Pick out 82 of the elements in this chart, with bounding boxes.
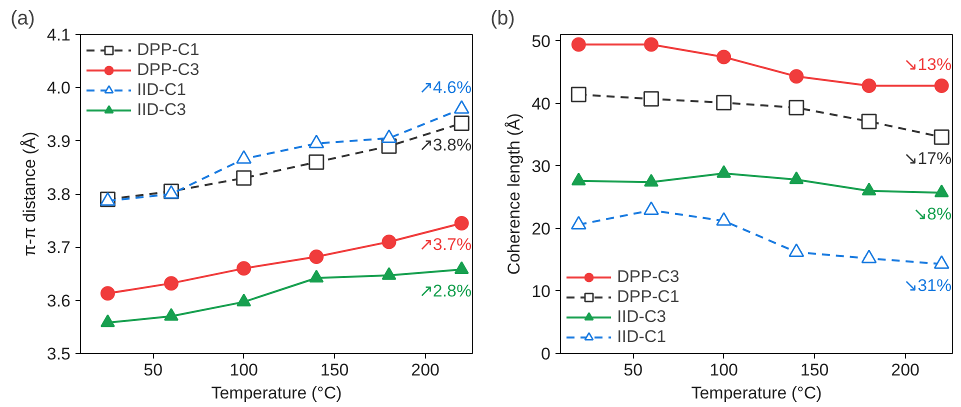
point — [716, 165, 732, 178]
point — [454, 116, 470, 132]
point — [382, 234, 396, 250]
point — [862, 78, 876, 94]
annotation: ↘17% — [904, 149, 952, 168]
x-axis-title: Temperature (°C) — [211, 384, 342, 402]
x-tick-label: 150 — [800, 360, 829, 380]
y-tick-label: 50 — [532, 32, 551, 51]
point — [934, 78, 949, 94]
y-tick-label: 3.8 — [46, 185, 71, 204]
y-tick-label: 30 — [532, 156, 551, 176]
point — [454, 261, 469, 274]
x-tick-label: 100 — [710, 360, 738, 380]
legend-label: DPP-C1 — [137, 40, 200, 60]
y-axis-title: π-π distance (Å) — [20, 132, 39, 256]
point — [570, 216, 586, 230]
point — [862, 182, 876, 196]
x-tick-label: 100 — [230, 360, 258, 380]
legend-label: DPP-C1 — [617, 287, 680, 307]
point — [236, 261, 252, 276]
point — [934, 184, 949, 198]
legend-label: IID-C3 — [617, 307, 666, 327]
point — [236, 170, 252, 186]
point — [570, 86, 586, 102]
y-tick-label: 3.5 — [46, 344, 71, 364]
legend-label: DPP-C3 — [137, 60, 200, 80]
point — [100, 314, 115, 328]
point — [571, 172, 586, 186]
x-tick-label: 50 — [624, 360, 643, 380]
y-tick-label: 20 — [532, 219, 551, 238]
point — [309, 250, 324, 264]
point — [788, 100, 804, 116]
x-tick-label: 200 — [411, 360, 440, 380]
point — [643, 91, 659, 107]
x-tick-label: 50 — [144, 360, 163, 380]
point — [100, 286, 115, 301]
point — [644, 174, 658, 187]
chart-title: (b) — [490, 8, 515, 30]
point — [861, 250, 877, 264]
point — [788, 243, 804, 257]
point — [934, 129, 950, 145]
legend-label: IID-C1 — [137, 80, 186, 100]
point — [789, 69, 804, 84]
y-tick-label: 3.6 — [46, 291, 71, 310]
point — [308, 154, 324, 170]
point — [309, 270, 324, 283]
point — [716, 212, 732, 226]
y-tick-label: 40 — [532, 94, 551, 114]
point — [454, 216, 469, 230]
x-tick-label: 150 — [320, 360, 349, 380]
point — [716, 94, 732, 110]
y-axis-title: Coherence length (Å) — [504, 113, 524, 275]
point — [861, 114, 877, 130]
y-tick-label: 3.9 — [46, 132, 71, 151]
x-tick-label: 200 — [891, 360, 920, 380]
y-tick-label: 4.0 — [46, 78, 71, 98]
point — [643, 201, 659, 216]
y-tick-label: 4.1 — [46, 26, 71, 44]
point — [571, 37, 586, 52]
annotation: ↗2.8% — [418, 281, 472, 300]
chart-title: (a) — [10, 8, 35, 30]
annotation: ↘13% — [904, 54, 952, 74]
point — [716, 50, 732, 64]
annotation: ↗3.7% — [418, 235, 472, 254]
y-tick-label: 10 — [532, 282, 551, 301]
annotation: ↘31% — [904, 276, 952, 296]
point — [236, 294, 252, 306]
legend-label: IID-C3 — [137, 100, 186, 120]
x-axis-title: Temperature (°C) — [691, 384, 822, 402]
y-tick-label: 3.7 — [46, 238, 71, 258]
legend-label: IID-C1 — [617, 327, 666, 347]
y-tick-label: 0 — [541, 344, 551, 364]
annotation: ↗4.6% — [418, 78, 472, 97]
point — [934, 255, 950, 269]
point — [789, 171, 804, 184]
point — [382, 267, 396, 280]
point — [164, 276, 178, 291]
annotation: ↘8% — [913, 204, 952, 224]
annotation: ↗3.8% — [418, 135, 472, 154]
legend-label: DPP-C3 — [617, 267, 680, 287]
point — [644, 37, 658, 52]
point — [164, 308, 178, 321]
